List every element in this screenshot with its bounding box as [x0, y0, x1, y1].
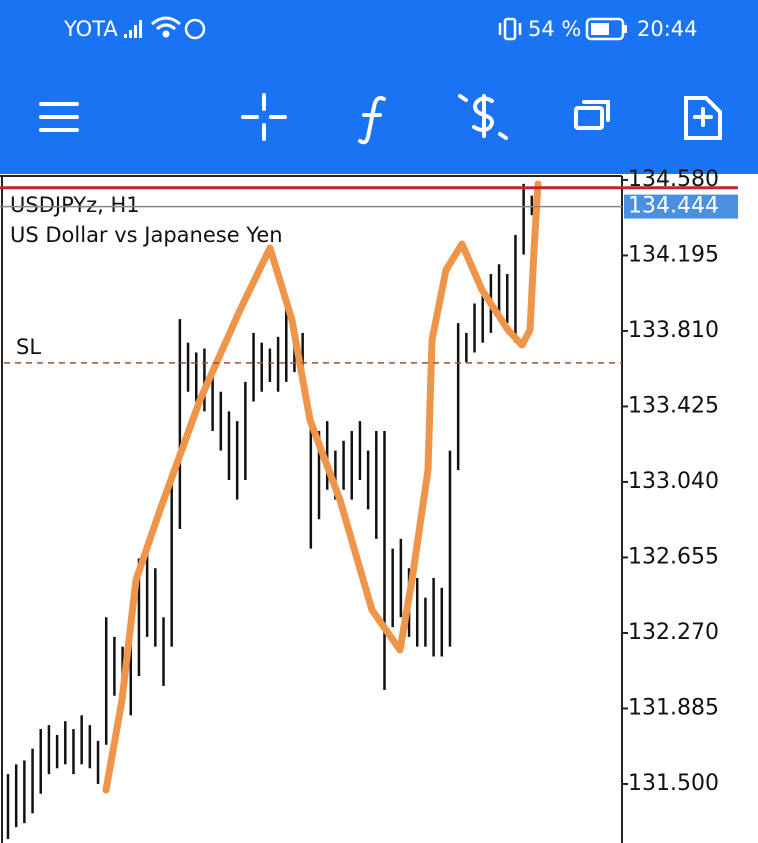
carrier: YOTA [63, 17, 118, 41]
battery-level: 54 % [528, 17, 581, 41]
hand-drawn-annotation [102, 180, 542, 794]
indicators-button[interactable] [358, 96, 386, 145]
y-tick-label: 132.655 [628, 544, 719, 569]
menu-button[interactable] [39, 102, 79, 132]
y-tick-label: 133.810 [628, 318, 719, 343]
wifi-icon [151, 16, 181, 38]
battery-icon [585, 17, 627, 41]
y-tick-label: 134.195 [628, 242, 719, 267]
chart-description: US Dollar vs Japanese Yen [10, 223, 283, 247]
y-tick-label: 133.425 [628, 393, 719, 418]
app-bar [0, 0, 758, 174]
y-tick-label: 132.270 [628, 620, 719, 645]
new-order-button[interactable] [684, 96, 722, 140]
clock: 20:44 [637, 17, 698, 41]
vibrate-icon [498, 17, 522, 41]
signal-icon [124, 20, 142, 38]
crosshair-button[interactable] [241, 93, 287, 141]
y-tick-label: 133.040 [628, 469, 719, 494]
bid-price-label: 134.444 [628, 194, 719, 219]
bid-price-box [624, 194, 738, 219]
y-tick-label: 131.885 [628, 695, 719, 720]
y-tick-label: 131.500 [628, 771, 719, 796]
windows-button[interactable] [574, 100, 610, 130]
stop-loss-label: SL [16, 335, 41, 359]
chart-symbol: USDJPYz, H1 [10, 193, 140, 217]
whatsapp-icon [184, 18, 206, 40]
trade-button[interactable] [458, 94, 508, 140]
chart-frame [0, 175, 623, 843]
